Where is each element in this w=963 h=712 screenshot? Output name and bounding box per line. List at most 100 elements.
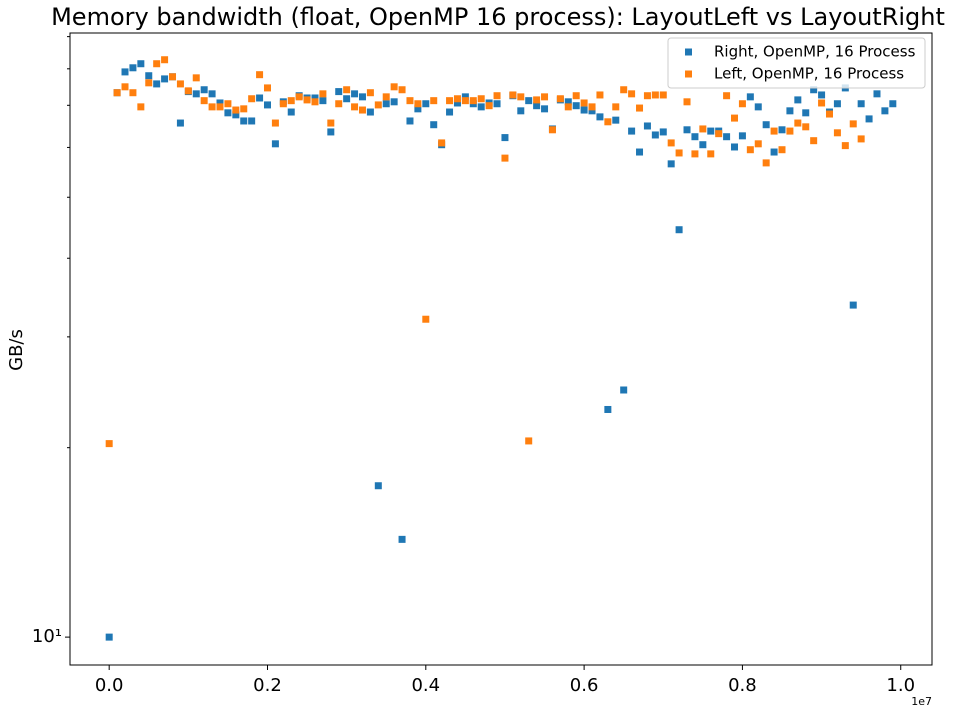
data-point xyxy=(374,101,382,109)
data-point xyxy=(279,100,287,108)
data-point xyxy=(612,103,620,111)
data-point xyxy=(620,86,628,94)
data-point xyxy=(319,90,327,98)
data-point xyxy=(184,87,192,95)
data-point xyxy=(390,98,398,106)
data-point xyxy=(295,93,303,101)
legend-marker xyxy=(685,70,692,78)
data-point xyxy=(438,139,446,147)
data-point xyxy=(366,108,374,116)
data-point xyxy=(493,100,501,108)
data-point xyxy=(588,103,596,111)
data-point xyxy=(240,105,248,113)
x-tick-label: 1.0 xyxy=(886,675,915,696)
data-point xyxy=(374,482,382,490)
data-point xyxy=(169,73,177,81)
data-point xyxy=(564,103,572,111)
data-point xyxy=(232,106,240,114)
data-point xyxy=(335,88,343,96)
data-point xyxy=(303,96,311,104)
data-point xyxy=(351,103,359,111)
data-point xyxy=(414,105,422,113)
x-tick-label: 0.2 xyxy=(253,675,282,696)
data-point xyxy=(541,105,549,113)
data-point xyxy=(675,226,683,234)
data-point xyxy=(446,97,454,105)
data-point xyxy=(533,96,541,104)
data-point xyxy=(707,127,715,135)
data-point xyxy=(572,102,580,110)
data-point xyxy=(556,95,564,103)
data-point xyxy=(723,133,731,141)
data-point xyxy=(200,97,208,105)
data-point xyxy=(683,98,691,106)
data-point xyxy=(153,60,161,68)
data-point xyxy=(691,150,699,158)
data-point xyxy=(469,97,477,105)
data-point xyxy=(509,91,517,99)
data-point xyxy=(636,104,644,112)
data-point xyxy=(121,68,129,76)
data-point xyxy=(802,123,810,131)
data-point xyxy=(200,86,208,94)
chart-title: Memory bandwidth (float, OpenMP 16 proce… xyxy=(51,3,945,31)
data-point xyxy=(343,86,351,94)
data-point xyxy=(145,79,153,87)
data-point xyxy=(263,84,271,92)
data-point xyxy=(628,127,636,135)
data-point xyxy=(762,121,770,129)
data-point xyxy=(841,142,849,150)
data-point xyxy=(778,126,786,134)
data-point xyxy=(343,95,351,103)
data-point xyxy=(105,440,113,448)
data-point xyxy=(786,127,794,135)
data-point xyxy=(327,128,335,136)
data-point xyxy=(287,108,295,116)
data-point xyxy=(778,146,786,154)
data-point xyxy=(517,107,525,115)
data-point xyxy=(501,154,509,162)
data-point xyxy=(818,99,826,107)
data-point xyxy=(715,130,723,138)
data-point xyxy=(636,148,644,156)
data-point xyxy=(643,122,651,130)
data-point xyxy=(461,97,469,105)
data-point xyxy=(818,91,826,99)
data-point xyxy=(477,103,485,111)
legend-label: Right, OpenMP, 16 Process xyxy=(714,43,916,61)
data-point xyxy=(833,100,841,108)
data-point xyxy=(810,137,818,145)
x-tick-label: 0.6 xyxy=(570,675,599,696)
data-point xyxy=(667,160,675,168)
data-point xyxy=(271,140,279,148)
data-point xyxy=(176,119,184,127)
data-point xyxy=(161,75,169,83)
data-point xyxy=(453,95,461,103)
data-point xyxy=(113,89,121,97)
data-point xyxy=(699,141,707,149)
data-point xyxy=(263,101,271,109)
data-point xyxy=(493,92,501,100)
data-point xyxy=(145,72,153,80)
data-point xyxy=(461,93,469,101)
legend-label: Left, OpenMP, 16 Process xyxy=(714,65,904,83)
data-point xyxy=(224,109,232,117)
data-point xyxy=(533,102,541,110)
data-point xyxy=(271,119,279,127)
data-point xyxy=(675,149,683,157)
data-point xyxy=(406,117,414,125)
legend-box xyxy=(667,37,926,89)
data-point xyxy=(881,107,889,115)
data-point xyxy=(857,135,865,143)
data-point xyxy=(327,119,335,127)
data-point xyxy=(248,95,256,103)
data-point xyxy=(857,100,865,108)
data-point xyxy=(810,86,818,94)
data-point xyxy=(620,386,628,394)
data-point xyxy=(833,129,841,137)
data-point xyxy=(738,132,746,140)
data-point xyxy=(382,93,390,101)
data-point xyxy=(580,99,588,107)
data-point xyxy=(390,83,398,91)
